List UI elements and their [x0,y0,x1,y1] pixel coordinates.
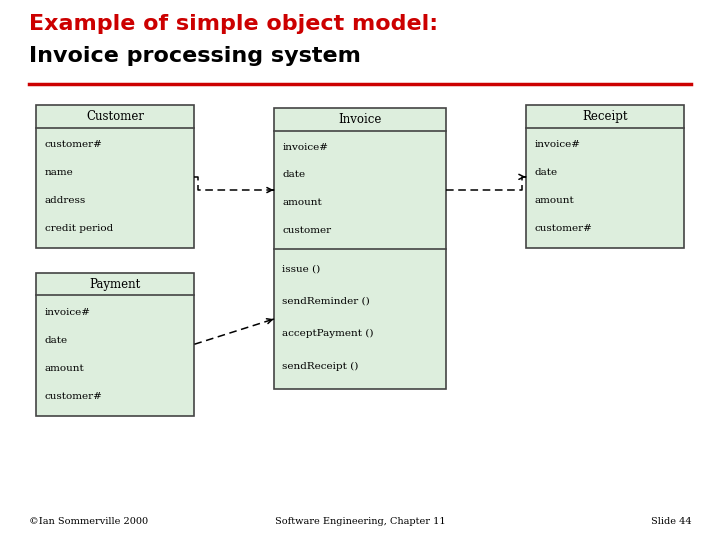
Text: amount: amount [45,364,84,373]
Text: invoice#: invoice# [534,140,580,149]
Text: amount: amount [282,198,322,207]
Text: name: name [45,168,73,177]
Text: Invoice: Invoice [338,113,382,126]
Text: address: address [45,197,86,205]
Text: invoice#: invoice# [282,143,328,152]
Text: amount: amount [534,197,574,205]
Text: customer#: customer# [45,140,102,149]
Bar [36,105,194,248]
Text: customer#: customer# [45,392,102,401]
Text: Software Engineering, Chapter 11: Software Engineering, Chapter 11 [275,517,445,526]
Text: ©Ian Sommerville 2000: ©Ian Sommerville 2000 [29,517,148,526]
Text: invoice#: invoice# [45,308,91,316]
Text: credit period: credit period [45,224,113,233]
Text: date: date [45,336,68,345]
Text: Customer: Customer [86,110,144,123]
Text: Invoice processing system: Invoice processing system [29,46,361,66]
Text: date: date [282,170,305,179]
Text: Payment: Payment [89,278,141,291]
Text: Slide 44: Slide 44 [651,517,691,526]
Text: Receipt: Receipt [582,110,628,123]
Text: sendReminder (): sendReminder () [282,297,370,306]
Bar [36,273,194,416]
Text: issue (): issue () [282,265,320,273]
Text: sendReceipt (): sendReceipt () [282,362,359,370]
Bar [526,105,684,248]
Text: acceptPayment (): acceptPayment () [282,329,374,338]
Text: date: date [534,168,557,177]
Bar [274,108,446,389]
Text: customer: customer [282,226,331,234]
Text: customer#: customer# [534,224,592,233]
Text: Example of simple object model:: Example of simple object model: [29,14,438,33]
